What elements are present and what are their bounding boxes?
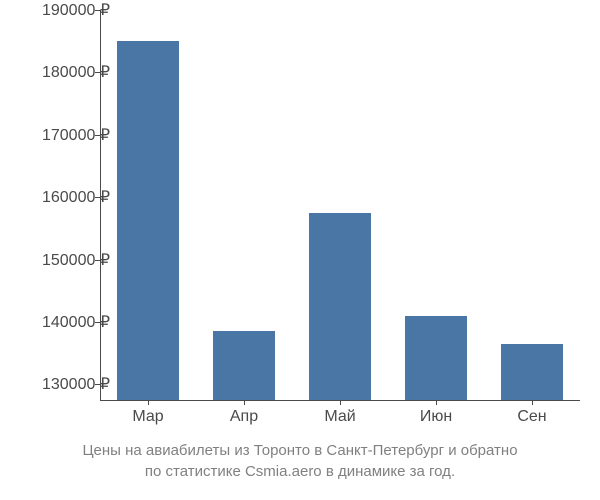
x-tick [436,400,437,405]
x-tick [244,400,245,405]
bar [501,344,563,400]
x-axis-label: Мар [132,408,163,426]
y-tick [95,72,100,73]
x-axis-label: Июн [420,408,452,426]
x-tick [340,400,341,405]
bar [213,331,275,400]
bar [405,316,467,400]
x-axis-label: Сен [517,408,546,426]
x-tick [532,400,533,405]
y-tick [95,322,100,323]
bar [117,41,179,400]
caption-line-1: Цены на авиабилеты из Торонто в Санкт-Пе… [0,440,600,461]
y-tick [95,10,100,11]
y-tick [95,135,100,136]
x-axis-label: Апр [230,408,258,426]
chart-caption: Цены на авиабилеты из Торонто в Санкт-Пе… [0,440,600,482]
y-tick [95,384,100,385]
y-tick [95,197,100,198]
caption-line-2: по статистике Csmia.aero в динамике за г… [0,461,600,482]
y-tick [95,260,100,261]
x-tick [148,400,149,405]
bar [309,213,371,400]
x-axis-label: Май [324,408,355,426]
plot-area [100,10,580,400]
chart-container: 130000 ₽140000 ₽150000 ₽160000 ₽170000 ₽… [0,0,600,500]
